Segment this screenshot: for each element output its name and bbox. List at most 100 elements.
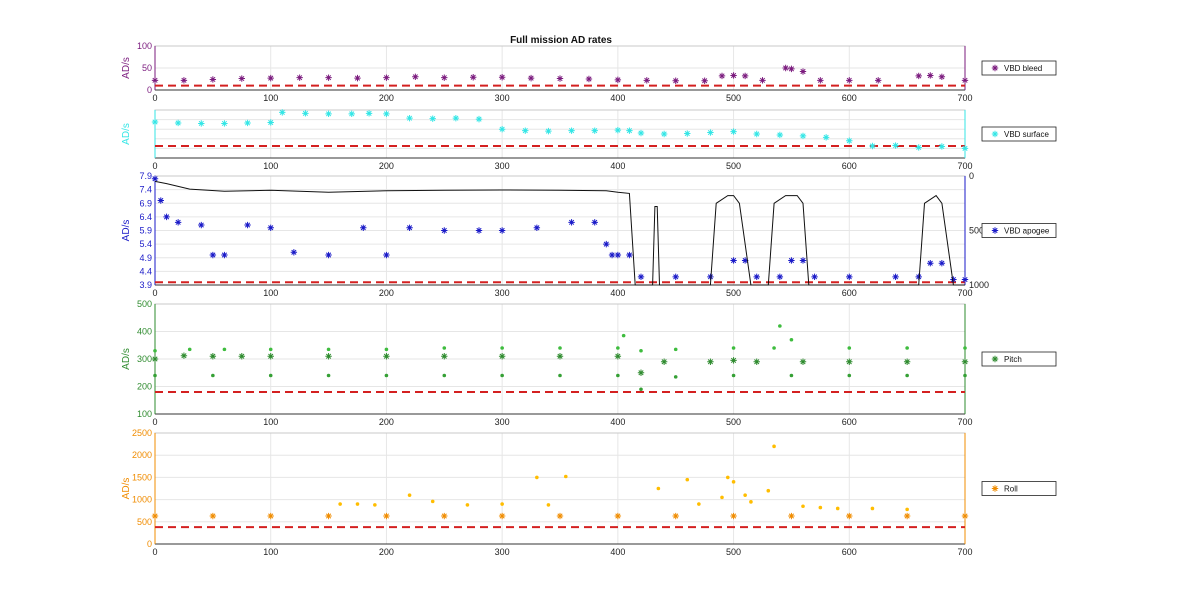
x-tick-label: 200 xyxy=(379,161,394,171)
data-point xyxy=(174,219,182,226)
data-point xyxy=(603,240,610,248)
series-1 xyxy=(151,352,969,376)
data-point xyxy=(915,72,922,80)
legend: Pitch xyxy=(981,351,1057,367)
data-point xyxy=(296,74,303,81)
data-point xyxy=(938,73,946,80)
x-tick-label: 500 xyxy=(726,417,741,427)
data-point xyxy=(383,74,390,81)
data-point xyxy=(903,358,911,365)
data-point xyxy=(238,75,245,82)
x-tick-label: 600 xyxy=(842,547,857,557)
y-tick-label: 6.9 xyxy=(139,198,152,208)
legend-marker xyxy=(991,355,999,363)
data-point xyxy=(614,353,622,360)
data-point xyxy=(348,110,355,118)
data-point xyxy=(961,276,969,283)
data-point xyxy=(672,77,679,84)
data-point xyxy=(442,373,447,378)
data-point xyxy=(905,346,909,350)
legend-box xyxy=(981,481,1057,496)
data-point xyxy=(500,346,504,350)
y-tick-label: 50 xyxy=(142,63,152,73)
data-point xyxy=(822,134,830,141)
data-point xyxy=(267,224,274,231)
data-point xyxy=(753,273,760,281)
data-point xyxy=(961,358,969,365)
data-point xyxy=(209,512,217,520)
y-axis-label: AD/s xyxy=(121,348,132,370)
x-tick-label: 100 xyxy=(263,93,278,103)
data-point xyxy=(198,120,205,127)
data-point xyxy=(776,131,784,139)
data-point xyxy=(766,488,771,493)
y-axis-label: AD/s xyxy=(121,123,132,145)
data-point xyxy=(500,502,504,506)
data-point xyxy=(558,346,562,350)
data-point xyxy=(961,77,969,84)
data-point xyxy=(963,373,967,378)
data-point xyxy=(870,506,875,511)
data-point xyxy=(325,353,332,360)
data-point xyxy=(325,512,332,520)
data-point xyxy=(817,77,824,84)
data-point xyxy=(244,221,251,229)
data-point xyxy=(772,346,776,350)
x-tick-label: 400 xyxy=(610,288,625,298)
x-tick-label: 400 xyxy=(610,93,625,103)
data-point xyxy=(915,144,922,151)
data-point xyxy=(673,347,678,352)
data-point xyxy=(835,506,840,511)
data-point xyxy=(406,224,413,231)
data-point xyxy=(799,132,807,140)
data-point xyxy=(209,251,217,259)
data-point xyxy=(568,127,575,134)
y-tick-label: 300 xyxy=(137,354,152,364)
data-point xyxy=(211,373,215,378)
data-point xyxy=(614,76,622,84)
data-point xyxy=(846,137,853,144)
data-point xyxy=(383,110,390,118)
data-point xyxy=(533,224,541,231)
data-point xyxy=(616,373,620,378)
y-tick-label: 100 xyxy=(137,409,152,419)
x-tick-label: 100 xyxy=(263,417,278,427)
data-point xyxy=(753,130,760,138)
y-tick-label: 1000 xyxy=(132,495,152,505)
data-point xyxy=(151,77,159,84)
x-tick-label: 200 xyxy=(379,93,394,103)
data-point xyxy=(673,375,678,379)
y-tick-label: 0 xyxy=(147,85,152,95)
legend-box xyxy=(981,351,1057,367)
series-3 xyxy=(153,373,967,392)
data-point xyxy=(707,129,714,136)
data-point xyxy=(938,143,946,150)
y-axis-label: AD/s xyxy=(121,478,132,500)
x-tick-label: 600 xyxy=(842,93,857,103)
data-point xyxy=(743,493,747,497)
data-point xyxy=(527,74,535,82)
data-point xyxy=(221,120,228,127)
data-point xyxy=(209,353,217,360)
data-point xyxy=(500,373,504,378)
data-point xyxy=(441,353,448,360)
data-point xyxy=(875,77,882,84)
data-point xyxy=(731,373,736,378)
data-point xyxy=(222,347,227,352)
data-point xyxy=(614,512,622,520)
data-point xyxy=(614,126,622,134)
data-point xyxy=(788,65,795,73)
x-tick-label: 500 xyxy=(726,547,741,557)
data-point xyxy=(637,369,645,376)
data-point xyxy=(905,373,909,378)
data-point xyxy=(429,115,436,122)
y2-tick-label: 500 xyxy=(969,226,984,236)
legend-label: Roll xyxy=(1004,485,1018,494)
series-1 xyxy=(151,175,969,283)
legend-label: VBD bleed xyxy=(1004,64,1042,73)
data-point xyxy=(847,373,852,378)
data-point xyxy=(950,276,957,283)
data-point xyxy=(238,353,245,360)
data-point xyxy=(221,251,228,259)
data-point xyxy=(799,358,807,365)
